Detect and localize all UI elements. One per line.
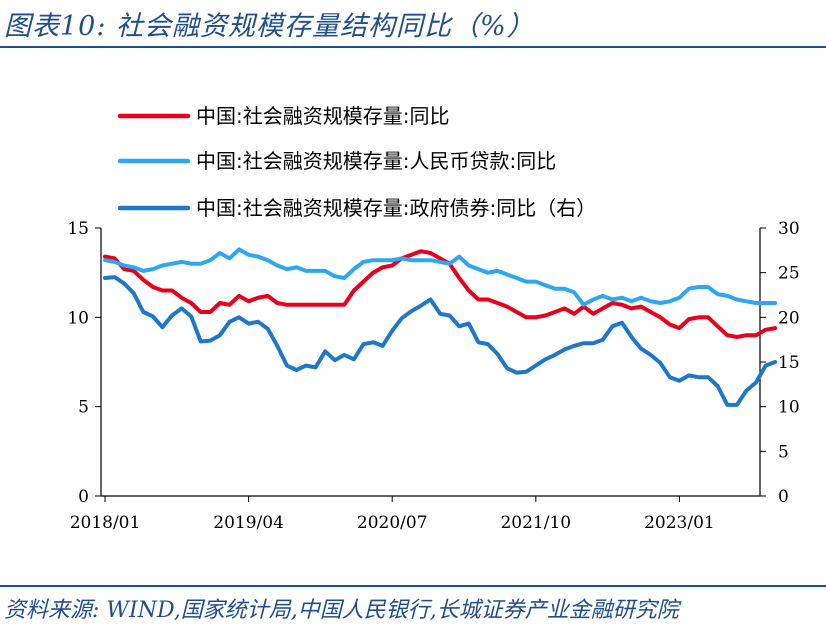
series-line-1 [103,249,778,339]
title-rule [0,46,826,48]
y-right-tick-label: 30 [778,219,800,239]
legend-label-3: 中国:社会融资规模存量:政府债券:同比（右） [196,196,596,220]
legend: 中国:社会融资规模存量:同比中国:社会融资规模存量:人民币贷款:同比中国:社会融… [117,104,596,220]
y-right-tick-label: 5 [778,442,789,462]
y-right-tick-label: 25 [778,264,800,284]
y-right-tick-label: 0 [778,487,789,507]
series-line-2 [103,247,778,307]
source-note: 资料来源: WIND,国家统计局,中国人民银行,长城证券产业金融研究院 [4,598,679,623]
chart-axes: 0 5 10 15 0 5 10 15 20 25 30 2018/01 2019/04 2020/07 2… [67,219,799,533]
chart-title: 图表10: 社会融资规模存量结构同比（%） [4,11,535,42]
x-tick-label: 2020/07 [357,513,428,533]
x-tick-label: 2021/10 [500,513,571,533]
y-left-tick-label: 10 [67,308,89,328]
y-left-tick-label: 0 [78,487,89,507]
x-tick-label: 2019/04 [213,513,284,533]
x-tick-label: 2023/01 [644,513,715,533]
source-rule [0,585,826,587]
legend-label-2: 中国:社会融资规模存量:人民币贷款:同比 [196,149,556,173]
legend-label-1: 中国:社会融资规模存量:同比 [196,104,449,128]
series-lines [103,247,778,407]
y-left-tick-label: 5 [78,398,89,418]
line-chart: 中国:社会融资规模存量:同比中国:社会融资规模存量:人民币贷款:同比中国:社会融… [67,104,799,533]
series-line-3 [103,275,778,407]
y-right-tick-label: 15 [778,353,800,373]
y-right-tick-label: 20 [778,308,800,328]
y-left-tick-label: 15 [67,219,89,239]
x-tick-label: 2018/01 [70,513,141,533]
y-right-tick-label: 10 [778,398,800,418]
